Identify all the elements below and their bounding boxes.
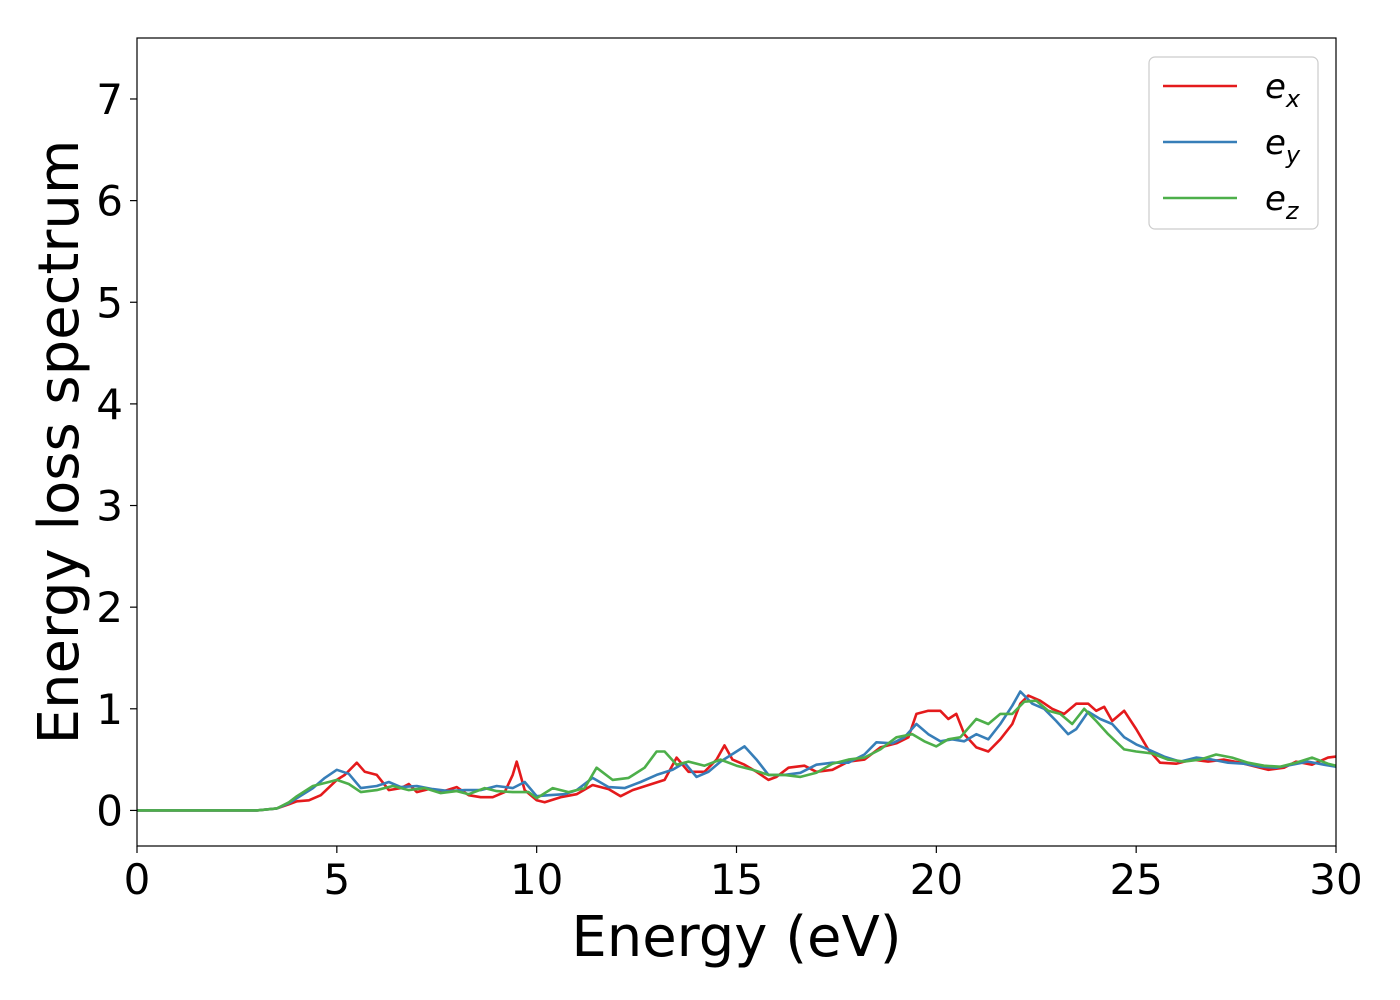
y-tick-label: 7: [96, 75, 123, 124]
y-tick-label: 1: [96, 685, 123, 734]
legend-label-x: ex: [1265, 67, 1301, 113]
legend-label-sub: y: [1285, 141, 1301, 169]
y-tick-label: 3: [96, 482, 123, 531]
legend-label-z: ez: [1265, 179, 1300, 225]
x-tick-label: 20: [910, 855, 963, 904]
legend-label-base: e: [1265, 123, 1286, 163]
y-tick-label: 5: [96, 278, 123, 327]
legend-label-y: ey: [1265, 123, 1301, 169]
x-tick-label: 0: [124, 855, 151, 904]
legend-label-sub: x: [1285, 85, 1301, 113]
x-tick-label: 10: [510, 855, 563, 904]
y-tick-label: 4: [96, 380, 123, 429]
legend-label-base: e: [1265, 67, 1286, 107]
legend-label-base: e: [1265, 179, 1286, 219]
x-tick-label: 30: [1309, 855, 1362, 904]
y-axis: 0 1 2 3 4 5 6 7: [96, 75, 137, 835]
x-axis-title: Energy (eV): [571, 905, 901, 970]
y-tick-label: 2: [96, 583, 123, 632]
y-tick-label: 0: [96, 786, 123, 835]
legend-label-sub: z: [1285, 197, 1300, 225]
x-tick-label: 5: [323, 855, 350, 904]
series-line-y: [137, 690, 1336, 812]
series-layer: [137, 690, 1336, 812]
y-tick-label: 6: [96, 177, 123, 226]
series-line-z: [137, 699, 1336, 812]
x-tick-label: 25: [1109, 855, 1162, 904]
y-axis-title: Energy loss spectrum: [27, 140, 92, 745]
x-axis: 0 5 10 15 20 25 30: [124, 846, 1363, 904]
x-tick-label: 15: [710, 855, 763, 904]
